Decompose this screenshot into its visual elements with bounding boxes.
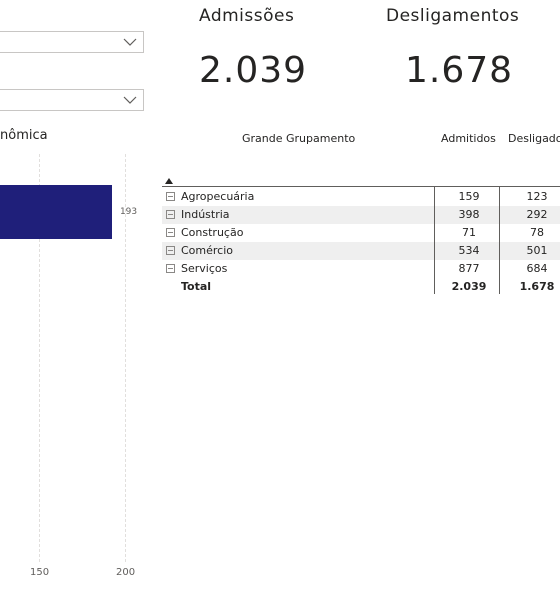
row-group-name: Comércio xyxy=(181,244,234,257)
table-row[interactable]: Construção 71 78 xyxy=(162,224,560,242)
row-desligados-value: 292 xyxy=(526,208,548,221)
chart-title: nômica xyxy=(0,128,48,143)
slicer-dropdown-2[interactable] xyxy=(0,89,144,111)
kpi-desligamentos-label: Desligamentos xyxy=(386,6,520,26)
chevron-down-icon xyxy=(123,38,137,46)
expand-icon[interactable] xyxy=(166,246,175,255)
row-desligados-value: 78 xyxy=(530,226,544,239)
kpi-admissoes-label: Admissões xyxy=(199,6,295,26)
table-row[interactable]: Agropecuária 159 123 xyxy=(162,188,560,206)
sort-ascending-icon[interactable] xyxy=(165,178,173,184)
x-axis-tick-label: 200 xyxy=(116,567,136,578)
column-header-desligados[interactable]: Desligado xyxy=(508,132,560,145)
row-group-name: Serviços xyxy=(181,262,228,275)
expand-icon[interactable] xyxy=(166,264,175,273)
total-desligados-value: 1.678 xyxy=(519,280,555,293)
column-header-admitidos[interactable]: Admitidos xyxy=(441,132,496,145)
row-group-name: Agropecuária xyxy=(181,190,255,203)
total-label: Total xyxy=(181,280,212,293)
chevron-down-icon xyxy=(123,96,137,104)
row-admitidos-value: 71 xyxy=(462,226,476,239)
gridline xyxy=(39,154,40,562)
table-total-row: Total 2.039 1.678 xyxy=(162,278,560,296)
expand-icon[interactable] xyxy=(166,210,175,219)
expand-icon[interactable] xyxy=(166,228,175,237)
column-divider xyxy=(499,186,500,294)
row-admitidos-value: 398 xyxy=(458,208,480,221)
slicer-dropdown-1[interactable] xyxy=(0,31,144,53)
row-admitidos-value: 159 xyxy=(458,190,480,203)
table-row[interactable]: Comércio 534 501 xyxy=(162,242,560,260)
row-admitidos-value: 534 xyxy=(458,244,480,257)
gridline xyxy=(125,154,126,562)
kpi-admissoes-value: 2.039 xyxy=(199,50,308,91)
bar[interactable] xyxy=(0,185,112,239)
table-row[interactable]: Indústria 398 292 xyxy=(162,206,560,224)
row-admitidos-value: 877 xyxy=(458,262,480,275)
row-group-name: Indústria xyxy=(181,208,230,221)
table-header-divider xyxy=(162,186,560,187)
row-group-name: Construção xyxy=(181,226,244,239)
column-header-grande-grupamento[interactable]: Grande Grupamento xyxy=(242,132,356,145)
kpi-desligamentos-value: 1.678 xyxy=(405,50,514,91)
expand-icon[interactable] xyxy=(166,192,175,201)
total-admitidos-value: 2.039 xyxy=(451,280,487,293)
table-row[interactable]: Serviços 877 684 xyxy=(162,260,560,278)
row-desligados-value: 123 xyxy=(526,190,548,203)
column-divider xyxy=(434,186,435,294)
row-desligados-value: 501 xyxy=(526,244,548,257)
row-desligados-value: 684 xyxy=(526,262,548,275)
bar-data-label: 193 xyxy=(119,207,138,217)
x-axis-tick-label: 150 xyxy=(30,567,50,578)
